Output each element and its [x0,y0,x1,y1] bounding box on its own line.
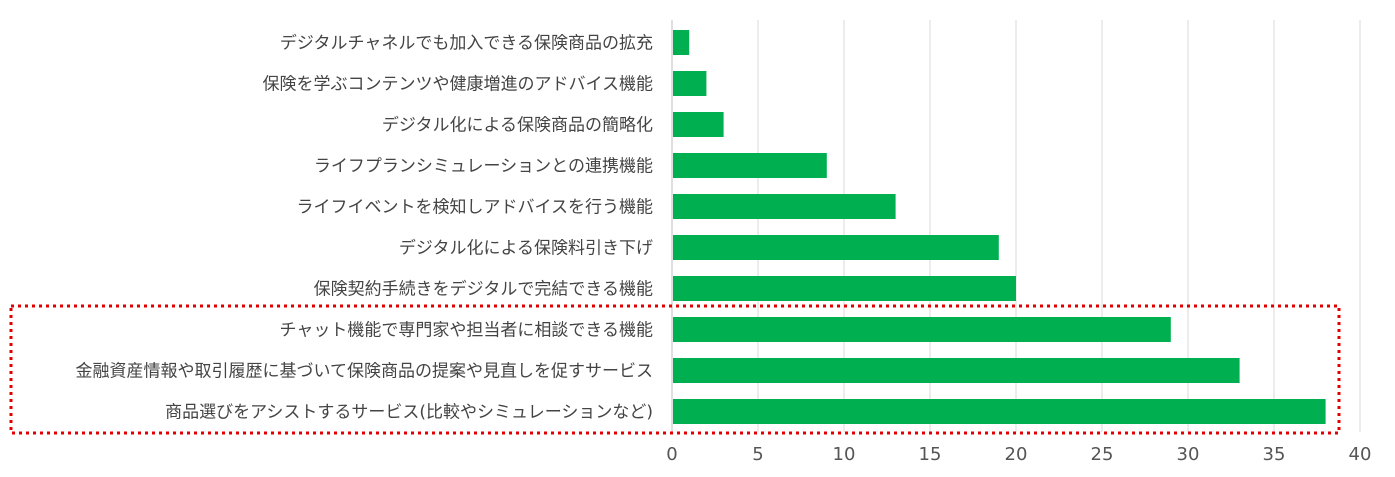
x-tick-label: 25 [1091,444,1114,465]
category-label: 保険を学ぶコンテンツや健康増進のアドバイス機能 [263,75,654,95]
bar [673,30,690,55]
x-tick-label: 0 [666,444,677,465]
x-tick-label: 10 [833,444,856,465]
x-tick-label: 40 [1349,444,1372,465]
x-tick-label: 30 [1177,444,1200,465]
bar [673,276,1016,301]
category-label: デジタルチャネルでも加入できる保険商品の拡充 [280,33,653,54]
category-label: 金融資産情報や取引履歴に基づいて保険商品の提案や見直しを促すサービス [76,362,654,382]
category-label: チャット機能で専門家や担当者に相談できる機能 [280,321,654,341]
bar [673,153,827,178]
category-label: ライフプランシミュレーションとの連携機能 [314,157,653,177]
bar [673,112,724,137]
category-label: デジタル化による保険商品の簡略化 [382,115,653,136]
x-tick-label: 15 [919,444,942,465]
x-tick-label: 5 [752,444,763,465]
category-label: ライフイベントを検知しアドバイスを行う機能 [297,198,654,218]
gridlines [671,20,1361,432]
bar [673,71,707,96]
category-label: 商品選びをアシストするサービス(比較やシミュレーションなど) [165,403,653,423]
x-tick-label: 35 [1263,444,1286,465]
category-label: デジタル化による保険料引き下げ [399,238,653,259]
category-labels: デジタルチャネルでも加入できる保険商品の拡充保険を学ぶコンテンツや健康増進のアド… [76,33,654,423]
bar [673,317,1171,342]
category-label: 保険契約手続きをデジタルで完結できる機能 [314,279,653,300]
x-axis-tick-labels: 0 5 10 15 20 25 30 35 40 [666,444,1371,465]
x-tick-label: 20 [1005,444,1028,465]
bars [673,30,1326,424]
bar [673,358,1240,383]
bar [673,235,999,260]
bar [673,399,1326,424]
bar [673,194,896,219]
